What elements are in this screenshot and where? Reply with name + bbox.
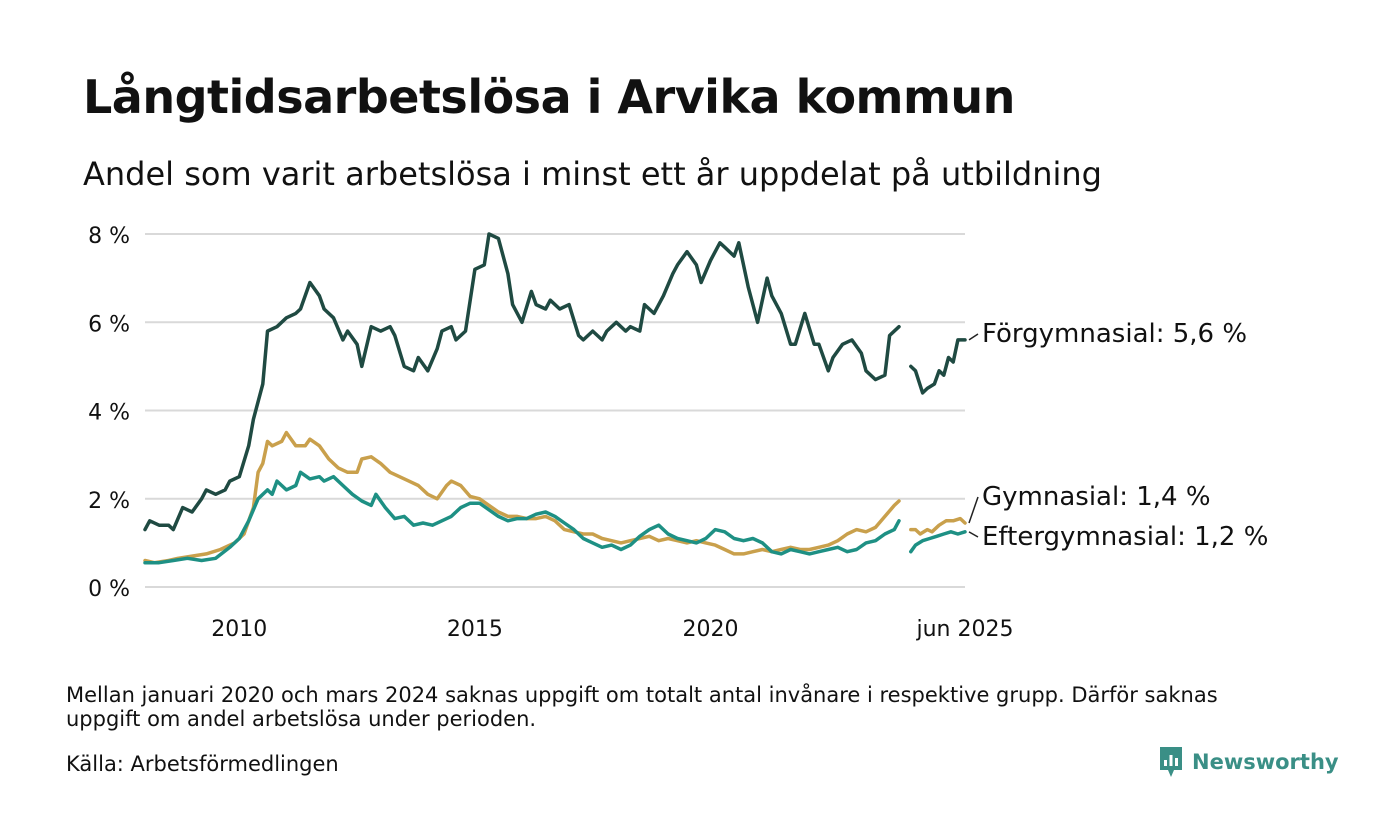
grid-lines — [145, 233, 965, 588]
y-tick-label: 6 % — [88, 312, 130, 337]
label-leader-line — [968, 333, 979, 341]
brand-logo[interactable]: Newsworthy — [1158, 746, 1339, 778]
x-tick-label: 2020 — [683, 617, 739, 642]
chart-subtitle: Andel som varit arbetslösa i minst ett å… — [83, 155, 1102, 193]
series-end-label: Förgymnasial: 5,6 % — [982, 319, 1247, 349]
series-end-label: Eftergymnasial: 1,2 % — [982, 522, 1268, 552]
series-line-förgymnasial — [143, 232, 901, 532]
x-tick-label: 2010 — [211, 617, 267, 642]
series-line-eftergymnasial — [143, 470, 901, 565]
y-tick-label: 8 % — [88, 224, 130, 249]
series-end-label: Gymnasial: 1,4 % — [982, 482, 1211, 512]
series-line-eftergymnasial — [909, 530, 967, 554]
x-tick-label: jun 2025 — [916, 617, 1014, 642]
series-lines — [143, 232, 967, 565]
brand-name: Newsworthy — [1192, 750, 1339, 774]
x-tick-label: 2015 — [447, 617, 503, 642]
chart-title: Långtidsarbetslösa i Arvika kommun — [83, 70, 1015, 124]
series-line-förgymnasial — [909, 338, 967, 395]
y-axis-ticks: 0 % 2 % 4 % 6 % 8 % — [88, 224, 130, 602]
newsworthy-logo-icon — [1160, 747, 1182, 777]
series-line-gymnasial — [909, 516, 967, 536]
series-end-labels: Förgymnasial: 5,6 % Gymnasial: 1,4 % Efter… — [968, 319, 1268, 552]
footnote: Mellan januari 2020 och mars 2024 saknas… — [66, 683, 1218, 731]
y-tick-label: 4 % — [88, 401, 130, 426]
y-tick-label: 2 % — [88, 489, 130, 514]
x-axis-ticks: 2010 2015 2020 jun 2025 — [211, 617, 1013, 642]
label-leader-line — [968, 496, 979, 524]
source-text: Källa: Arbetsförmedlingen — [66, 752, 339, 776]
label-leader-line — [968, 531, 979, 538]
line-chart: 0 % 2 % 4 % 6 % 8 % 2010 2015 2020 jun 2025 För… — [88, 224, 1268, 642]
y-tick-label: 0 % — [88, 577, 130, 602]
